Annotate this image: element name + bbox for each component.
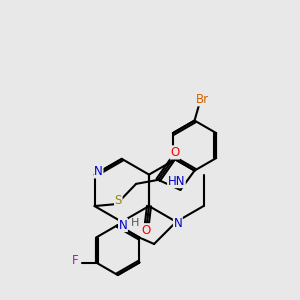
Text: Br: Br [196,93,209,106]
Text: N: N [173,217,182,230]
Text: N: N [118,218,127,232]
Text: N: N [94,165,103,178]
Text: H: H [130,218,139,228]
Text: F: F [71,254,78,267]
Text: S: S [115,194,122,206]
Text: O: O [170,146,179,159]
Text: HN: HN [168,175,185,188]
Text: O: O [142,224,151,237]
